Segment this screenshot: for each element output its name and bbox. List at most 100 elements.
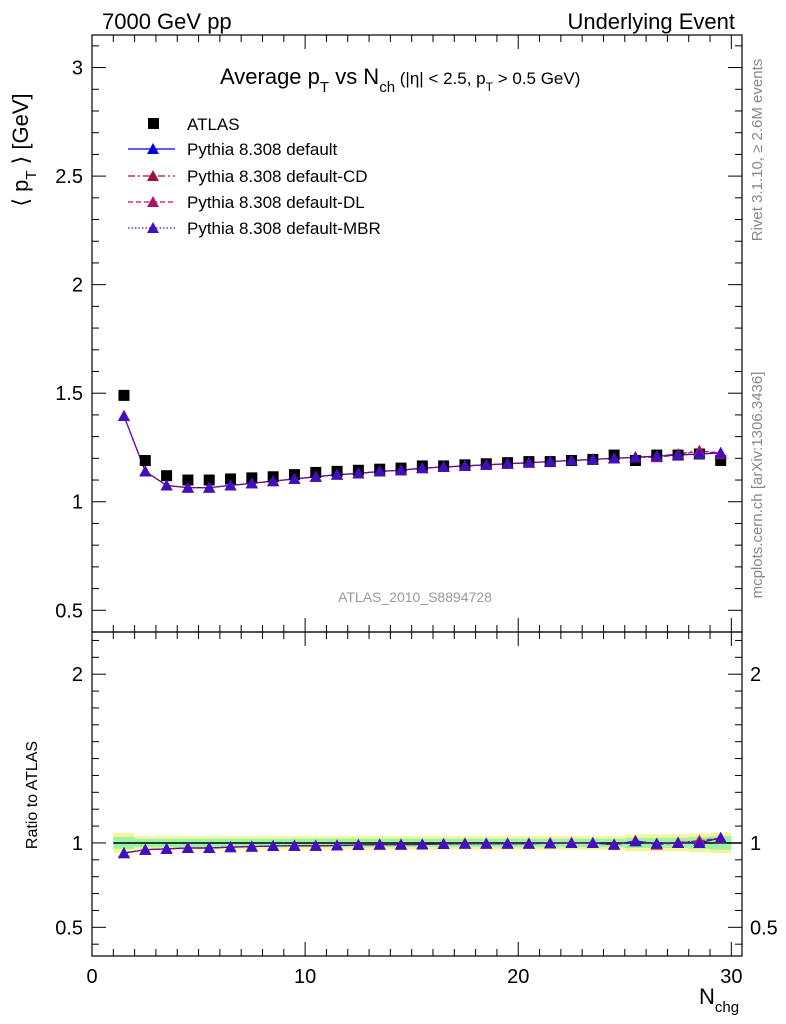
data-point-mc: [501, 457, 514, 469]
data-point-mc: [480, 458, 493, 470]
data-point-mc: [544, 455, 557, 467]
x-tick-label: 0: [86, 966, 97, 988]
legend-atlas-label: ATLAS: [187, 115, 240, 134]
data-point-mc: [245, 477, 258, 489]
ratio-ylabel: Ratio to ATLAS: [24, 741, 41, 849]
data-point-mc: [373, 465, 386, 477]
series-line: [123, 415, 721, 489]
main-series: [117, 389, 727, 493]
data-point-mc: [608, 452, 621, 464]
ratio-point: [544, 837, 557, 849]
main-panel: 0.5 1 1.5 2 2.5 3 Average pT vs Nch (|η| < 2.…: [8, 34, 743, 633]
data-point-mc: [117, 409, 130, 421]
x-tick-label: 10: [294, 966, 316, 988]
y-tick-label-right: 1: [750, 833, 761, 855]
data-point-mc: [267, 475, 280, 487]
legend-default-dl-label: Pythia 8.308 default-DL: [187, 193, 365, 212]
ratio-point: [224, 841, 237, 853]
ratio-point: [288, 839, 301, 851]
analysis-watermark: ATLAS_2010_S8894728: [338, 589, 492, 605]
y-tick-label-right: 0.5: [750, 917, 778, 939]
ratio-point: [416, 838, 429, 850]
data-point-mc: [288, 472, 301, 484]
ratio-point: [608, 838, 621, 850]
ratio-point: [437, 837, 450, 849]
ratio-point: [331, 839, 344, 851]
ratio-point: [352, 838, 365, 850]
ratio-panel: 0 10 20 30 0.5 0.5 1 1 2 2 Ratio to ATLAS Nchg: [24, 631, 778, 1016]
ratio-point: [117, 847, 130, 859]
data-point-mc: [352, 467, 365, 479]
ratio-point: [586, 836, 599, 848]
ratio-point: [672, 836, 685, 848]
data-point-mc: [331, 468, 344, 480]
ratio-point: [693, 836, 706, 848]
mcplots-label: mcplots.cern.ch [arXiv:1306.3436]: [749, 372, 766, 599]
data-point-atlas: [118, 389, 130, 401]
ratio-point: [714, 831, 727, 843]
data-point-mc: [181, 481, 194, 493]
data-point-mc: [160, 479, 173, 491]
ratio-xlabel: Nchg: [699, 984, 739, 1016]
data-point-atlas: [139, 454, 151, 466]
data-point-atlas: [161, 470, 173, 482]
y-tick-label: 2: [72, 664, 83, 686]
data-point-mc: [522, 456, 535, 468]
ratio-point: [629, 835, 642, 847]
data-point-mc: [693, 447, 706, 459]
ratio-point: [480, 837, 493, 849]
data-point-mc: [395, 464, 408, 476]
y-tick-label: 3: [72, 58, 83, 80]
ratio-point: [458, 837, 471, 849]
ratio-point: [267, 839, 280, 851]
legend-default-mbr-marker: [147, 222, 159, 233]
data-point-atlas: [225, 473, 237, 485]
ratio-point: [181, 842, 194, 853]
legend-default-dl-marker: [147, 196, 159, 207]
data-point-atlas: [203, 474, 215, 486]
main-axis-ticks: 0.5 1 1.5 2 2.5 3: [55, 35, 742, 633]
ratio-point: [395, 838, 408, 850]
ratio-series: [117, 831, 727, 859]
y-tick-label: 2.5: [55, 166, 83, 188]
ratio-point: [245, 840, 258, 852]
ratio-frame: [91, 631, 743, 957]
legend: ATLAS Pythia 8.308 default Pythia 8.308 …: [128, 115, 381, 238]
legend-default-mbr-label: Pythia 8.308 default-MBR: [187, 219, 381, 238]
data-point-mc: [629, 451, 642, 463]
data-point-mc: [437, 461, 450, 473]
y-tick-label: 0.5: [55, 917, 83, 939]
x-tick-label: 30: [720, 966, 742, 988]
data-point-atlas: [715, 454, 727, 466]
data-point-mc: [672, 449, 685, 461]
data-point-mc: [203, 481, 216, 493]
ratio-point: [522, 837, 535, 849]
y-tick-label-right: 2: [750, 664, 761, 686]
header-process: Underlying Event: [567, 9, 735, 34]
ratio-point: [203, 842, 216, 853]
ratio-point: [565, 836, 578, 848]
x-tick-label: 20: [507, 966, 529, 988]
y-tick-label: 1.5: [55, 383, 83, 405]
main-ylabel: ⟨ pT ⟩ [GeV]: [8, 93, 40, 206]
data-point-mc: [586, 453, 599, 465]
data-point-mc: [416, 462, 429, 474]
data-point-mc: [309, 470, 322, 482]
y-tick-label: 0.5: [55, 600, 83, 622]
ratio-point: [501, 837, 514, 849]
ratio-point: [650, 837, 663, 849]
legend-default-marker: [147, 143, 159, 154]
legend-default-cd-marker: [147, 170, 159, 181]
header-energy: 7000 GeV pp: [102, 9, 232, 34]
ratio-point: [160, 842, 173, 854]
data-point-atlas: [182, 474, 194, 486]
ratio-point: [139, 843, 152, 855]
y-tick-label: 1: [72, 492, 83, 514]
legend-atlas-marker: [148, 118, 159, 129]
data-point-mc: [458, 459, 471, 471]
data-point-mc: [714, 446, 727, 458]
rivet-label: Rivet 3.1.10, ≥ 2.6M events: [749, 59, 766, 242]
data-point-mc: [565, 454, 578, 466]
y-tick-label: 2: [72, 275, 83, 297]
